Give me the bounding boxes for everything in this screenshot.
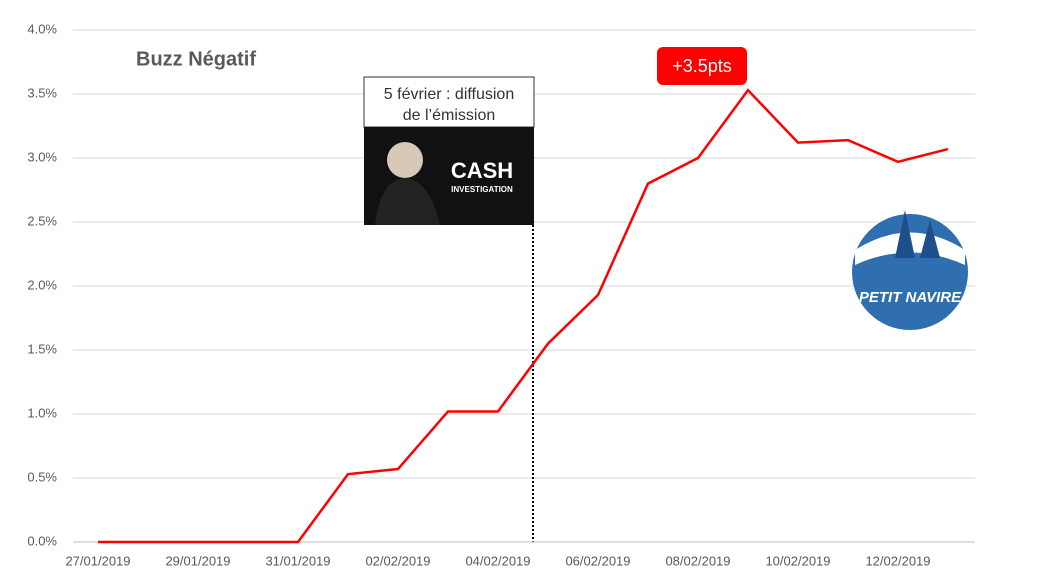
y-tick-label: 2.5% [27,213,57,228]
y-tick-label: 2.0% [27,277,57,292]
x-tick-label: 06/02/2019 [565,553,630,568]
brand-label: PETIT NAVIRE [859,289,962,306]
series-line [98,88,949,544]
brand-logo [895,210,940,258]
x-tick-label: 04/02/2019 [465,553,530,568]
event-label: de l’émission [403,107,495,124]
y-tick-label: 0.5% [27,469,57,484]
x-tick-label: 27/01/2019 [65,553,130,568]
y-tick-label: 4.0% [27,21,57,36]
show-logo: CASH [451,158,513,183]
event-box [363,76,535,128]
show-logo: INVESTIGATION [451,185,513,194]
y-tick-label: 1.0% [27,405,57,420]
brand-logo [852,214,968,330]
y-tick-label: 3.0% [27,149,57,164]
peak-label: +3.5pts [672,56,732,76]
y-tick-label: 0.0% [27,533,57,548]
show-person [387,142,423,178]
show-person [375,178,440,225]
x-tick-label: 31/01/2019 [265,553,330,568]
peak-badge [657,47,747,85]
x-tick-label: 12/02/2019 [865,553,930,568]
event-label: 5 février : diffusion [384,86,514,103]
x-tick-label: 08/02/2019 [665,553,730,568]
y-tick-label: 1.5% [27,341,57,356]
chart-title: Buzz Négatif [136,48,256,70]
x-tick-label: 02/02/2019 [365,553,430,568]
y-tick-label: 3.5% [27,85,57,100]
x-tick-label: 29/01/2019 [165,553,230,568]
x-tick-label: 10/02/2019 [765,553,830,568]
